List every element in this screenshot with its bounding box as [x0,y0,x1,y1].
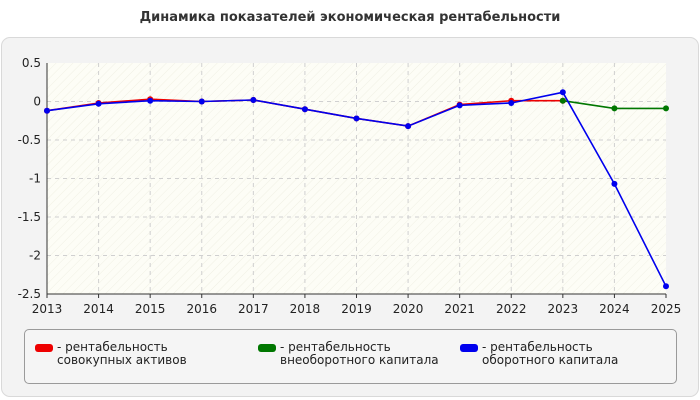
series-points [44,89,669,290]
data-point-2 [147,97,154,104]
data-point-2 [301,106,308,113]
y-tick-label: -0.5 [18,133,41,147]
data-point-2 [250,96,257,103]
chart-title: Динамика показателей экономическая рента… [139,10,561,25]
legend-swatch-green [258,344,276,352]
x-tick-label: 2017 [238,302,269,316]
x-tick-label: 2020 [393,302,424,316]
data-point-2 [44,107,50,114]
y-tick-label: 0.5 [22,56,41,70]
y-tick-label: -2 [29,249,41,263]
x-tick-label: 2024 [599,302,630,316]
x-tick-label: 2025 [651,302,682,316]
x-tick-label: 2021 [444,302,475,316]
data-point-2 [611,180,618,187]
data-point-2 [508,100,515,107]
x-tick-label: 2016 [186,302,217,316]
data-point-2 [405,123,412,130]
x-tick-label: 2014 [83,302,114,316]
y-tick-label: 0 [33,95,41,109]
y-tick-label: -1.5 [18,210,41,224]
axes [46,63,666,295]
legend-swatch-blue [460,344,478,352]
x-tick-label: 2013 [32,302,63,316]
y-tick-label: -1 [29,172,41,186]
y-tick-label: -2.5 [18,287,41,301]
legend-label-fixed-capital: - рентабельность внеоборотного капитала [280,340,439,367]
legend: - рентабельность совокупных активов - ре… [24,329,677,384]
data-point-1 [611,105,618,112]
legend-label-total-assets: - рентабельность совокупных активов [57,340,187,367]
data-point-2 [353,115,360,122]
x-tick-label: 2015 [135,302,166,316]
x-tick-label: 2019 [341,302,372,316]
legend-item-fixed-capital: - рентабельность внеоборотного капитала [258,341,455,367]
data-point-2 [559,89,566,96]
data-point-1 [663,105,669,112]
legend-swatch-red [35,344,53,352]
data-point-2 [198,98,205,105]
x-tick-label: 2023 [548,302,579,316]
data-point-2 [95,100,102,107]
x-tick-labels: 2013 2014 2015 2016 2017 2018 2019 2020 2021 2022… [32,302,682,316]
x-tick-label: 2022 [496,302,527,316]
y-tick-labels: 0.5 0 -0.5 -1 -1.5 -2 -2.5 [18,56,41,301]
legend-item-total-assets: - рентабельность совокупных активов [35,341,232,367]
data-point-2 [663,283,669,290]
data-point-2 [456,102,463,109]
legend-label-working-capital: - рентабельность оборотного капитала [482,340,619,367]
x-tick-label: 2018 [290,302,321,316]
legend-item-working-capital: - рентабельность оборотного капитала [460,341,657,367]
data-point-1 [559,97,566,104]
